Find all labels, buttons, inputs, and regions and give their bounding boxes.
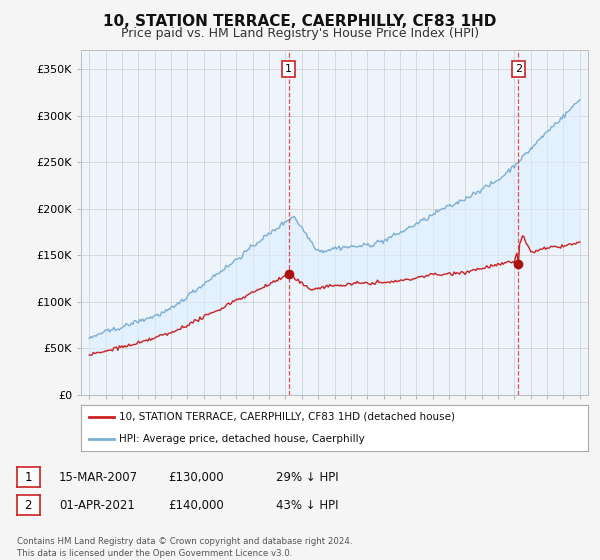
Text: Price paid vs. HM Land Registry's House Price Index (HPI): Price paid vs. HM Land Registry's House …	[121, 27, 479, 40]
Text: 10, STATION TERRACE, CAERPHILLY, CF83 1HD: 10, STATION TERRACE, CAERPHILLY, CF83 1H…	[103, 14, 497, 29]
Text: 15-MAR-2007: 15-MAR-2007	[59, 470, 138, 484]
Text: 43% ↓ HPI: 43% ↓ HPI	[276, 498, 338, 512]
Text: 2: 2	[515, 64, 522, 74]
Text: 1: 1	[25, 470, 32, 484]
Text: 1: 1	[285, 64, 292, 74]
Text: 29% ↓ HPI: 29% ↓ HPI	[276, 470, 338, 484]
Text: 2: 2	[25, 498, 32, 512]
Text: £140,000: £140,000	[168, 498, 224, 512]
Text: £130,000: £130,000	[168, 470, 224, 484]
Text: 01-APR-2021: 01-APR-2021	[59, 498, 134, 512]
Text: HPI: Average price, detached house, Caerphilly: HPI: Average price, detached house, Caer…	[119, 434, 365, 444]
Text: 10, STATION TERRACE, CAERPHILLY, CF83 1HD (detached house): 10, STATION TERRACE, CAERPHILLY, CF83 1H…	[119, 412, 455, 422]
Text: Contains HM Land Registry data © Crown copyright and database right 2024.
This d: Contains HM Land Registry data © Crown c…	[17, 537, 352, 558]
